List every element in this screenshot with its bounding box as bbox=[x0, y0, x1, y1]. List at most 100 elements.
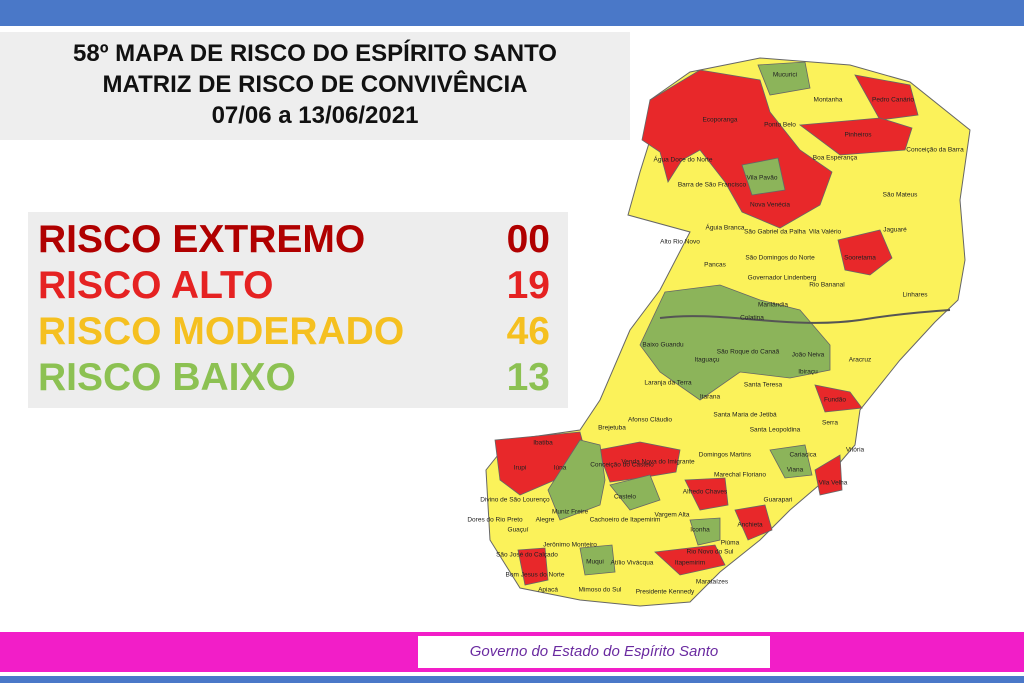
area bbox=[684, 477, 729, 511]
municipality-label: Ecoporanga bbox=[702, 117, 737, 124]
municipality-label: Vila Velha bbox=[819, 480, 848, 487]
legend-label: RISCO BAIXO bbox=[38, 356, 296, 399]
municipality-label: São Roque do Canaã bbox=[717, 349, 780, 356]
municipality-label: Linhares bbox=[903, 292, 929, 299]
municipality-label: Pedro Canário bbox=[872, 97, 914, 104]
municipality-label: Ibatiba bbox=[533, 440, 553, 447]
municipality-label: Cariacica bbox=[789, 452, 816, 459]
legend-row: RISCO ALTO 19 bbox=[38, 264, 558, 308]
municipality-label: Sooretama bbox=[844, 255, 876, 262]
legend-label: RISCO ALTO bbox=[38, 264, 274, 307]
municipality-label: Itaguaçu bbox=[695, 357, 720, 364]
municipality-label: Santa Leopoldina bbox=[750, 427, 801, 434]
municipality-label: Alto Rio Novo bbox=[660, 239, 700, 246]
area bbox=[547, 439, 606, 521]
municipality-label: Irupi bbox=[514, 465, 527, 472]
municipality-label: Governador Lindenberg bbox=[748, 275, 817, 282]
municipality-label: Afonso Cláudio bbox=[628, 417, 672, 424]
municipality-label: Presidente Kennedy bbox=[636, 589, 695, 596]
municipality-label: Itarana bbox=[700, 394, 721, 401]
area bbox=[854, 74, 919, 121]
municipality-label: Rio Novo do Sul bbox=[687, 549, 735, 556]
municipality-label: Dores do Rio Preto bbox=[467, 517, 523, 524]
bottom-bar bbox=[0, 676, 1024, 683]
area bbox=[814, 454, 843, 496]
municipality-label: Santa Maria de Jetibá bbox=[713, 412, 777, 419]
municipality-label: Mimoso do Sul bbox=[579, 587, 623, 594]
municipality-label: Brejetuba bbox=[598, 425, 626, 432]
title: 58º MAPA DE RISCO DO ESPÍRITO SANTO bbox=[73, 40, 557, 67]
legend-row: RISCO EXTREMO 00 bbox=[38, 218, 558, 262]
municipality-label: Bom Jesus do Norte bbox=[506, 572, 565, 579]
municipality-label: Iúna bbox=[554, 465, 567, 472]
municipality-label: Montanha bbox=[814, 97, 843, 104]
area bbox=[734, 504, 773, 541]
municipality-label: Conceição do Castelo bbox=[590, 462, 654, 469]
municipality-label: Marataízes bbox=[696, 579, 729, 586]
area bbox=[517, 547, 549, 586]
municipality-label: Colatina bbox=[740, 315, 764, 322]
area bbox=[837, 229, 893, 276]
area bbox=[654, 544, 726, 576]
municipality-label: Marilândia bbox=[758, 302, 788, 309]
legend: RISCO EXTREMO 00 RISCO ALTO 19 RISCO MODERAD… bbox=[28, 212, 568, 408]
municipality-label: Jerônimo Monteiro bbox=[543, 542, 597, 549]
municipality-label: Alfredo Chaves bbox=[683, 489, 728, 496]
municipality-label: Guaçuí bbox=[508, 527, 529, 534]
municipality-label: Castelo bbox=[614, 494, 636, 501]
legend-count: 00 bbox=[506, 218, 550, 261]
municipality-label: Serra bbox=[822, 420, 838, 427]
footer-text: Governo do Estado do Espírito Santo bbox=[418, 636, 770, 668]
municipality-label: Ibiraçu bbox=[798, 369, 818, 376]
municipality-label: Pancas bbox=[704, 262, 726, 269]
subtitle: MATRIZ DE RISCO DE CONVIVÊNCIA bbox=[102, 71, 528, 98]
municipality-label: Conceição da Barra bbox=[906, 147, 964, 154]
municipality-label: Águia Branca bbox=[705, 223, 744, 232]
municipality-label: Viana bbox=[787, 467, 804, 474]
area bbox=[579, 544, 616, 576]
municipality-label: Anchieta bbox=[737, 522, 763, 529]
municipality-label: Água Doce do Norte bbox=[654, 155, 713, 164]
title-box: 58º MAPA DE RISCO DO ESPÍRITO SANTO MATR… bbox=[0, 32, 630, 140]
date: 07/06 a 13/06/2021 bbox=[211, 102, 419, 129]
municipality-label: Laranja da Terra bbox=[644, 380, 692, 387]
area bbox=[814, 384, 863, 413]
municipality-label: Muniz Freire bbox=[552, 509, 589, 516]
municipality-label: Divino de São Lourenço bbox=[480, 497, 550, 504]
municipality-label: Vargem Alta bbox=[655, 512, 690, 519]
legend-count: 46 bbox=[506, 310, 550, 353]
municipality-label: Rio Bananal bbox=[809, 282, 845, 289]
legend-count: 13 bbox=[506, 356, 550, 399]
municipality-label: São Mateus bbox=[883, 192, 918, 199]
river bbox=[659, 309, 951, 324]
top-bar bbox=[0, 0, 1024, 26]
area bbox=[798, 117, 913, 156]
municipality-label: Itapemirim bbox=[675, 560, 705, 567]
area bbox=[757, 61, 811, 96]
area bbox=[689, 517, 721, 546]
area bbox=[597, 441, 681, 483]
municipality-label: Pinheiros bbox=[844, 132, 872, 139]
municipality-label: Vitória bbox=[846, 447, 865, 454]
municipality-label: Vila Pavão bbox=[747, 175, 778, 182]
municipality-label: São Domingos do Norte bbox=[745, 255, 815, 262]
municipality-label: Venda Nova do Imigrante bbox=[621, 459, 695, 466]
municipality-label: Domingos Martins bbox=[699, 452, 752, 459]
municipality-label: Muqui bbox=[586, 559, 604, 566]
municipality-label: Vila Valério bbox=[809, 229, 842, 236]
municipality-label: São Gabriel da Palha bbox=[744, 229, 806, 236]
legend-label: RISCO MODERADO bbox=[38, 310, 405, 353]
municipality-label: Atílio Vivácqua bbox=[611, 560, 654, 567]
municipality-label: Piúma bbox=[721, 540, 740, 547]
municipality-label: Cachoeiro de Itapemirim bbox=[590, 517, 661, 524]
municipality-label: São José do Calçado bbox=[496, 552, 558, 559]
municipality-label: Jaguaré bbox=[883, 227, 907, 234]
area bbox=[741, 157, 786, 196]
area bbox=[609, 474, 661, 511]
legend-count: 19 bbox=[506, 264, 550, 307]
municipality-labels: Mucurici Montanha Pedro Canário Ecoporanga P… bbox=[467, 72, 964, 596]
legend-row: RISCO BAIXO 13 bbox=[38, 356, 558, 400]
footer: Governo do Estado do Espírito Santo bbox=[0, 632, 1024, 672]
municipality-label: Aracruz bbox=[849, 357, 871, 364]
